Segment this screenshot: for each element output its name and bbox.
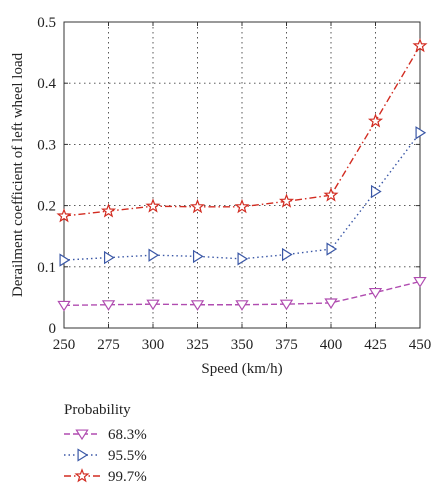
- data-point-series-1: [413, 276, 427, 288]
- data-point-series-3: [145, 198, 161, 213]
- legend-label: 95.5%: [108, 448, 147, 464]
- legend-label: 99.7%: [108, 469, 147, 485]
- y-tick-label: 0.2: [37, 199, 56, 215]
- data-point-series-2: [103, 250, 115, 265]
- data-point-series-1: [101, 300, 116, 311]
- data-point-series-2: [59, 253, 71, 267]
- data-point-series-2: [237, 252, 249, 266]
- data-point-series-1: [146, 299, 160, 311]
- data-point-series-3: [189, 198, 206, 214]
- data-point-series-1: [279, 299, 294, 311]
- y-tick-label: 0.5: [37, 15, 56, 31]
- data-point-series-3: [100, 203, 117, 218]
- data-point-series-1: [190, 300, 205, 311]
- series-line-1: [63, 280, 421, 307]
- data-point-series-3: [56, 208, 72, 223]
- data-point-series-3: [323, 187, 339, 202]
- data-point-series-3: [278, 193, 295, 208]
- legend-marker-3: [74, 468, 90, 483]
- legend-marker-2: [77, 448, 89, 462]
- x-tick-label: 425: [364, 337, 387, 353]
- series-line-3: [63, 45, 421, 217]
- x-tick-label: 450: [409, 337, 432, 353]
- x-tick-label: 275: [97, 337, 120, 353]
- legend-label: 68.3%: [108, 427, 147, 443]
- data-point-series-2: [326, 242, 338, 256]
- data-point-series-2: [370, 184, 382, 199]
- data-point-series-3: [412, 37, 428, 53]
- data-point-series-2: [415, 126, 427, 140]
- x-tick-label: 350: [231, 337, 254, 353]
- data-point-series-2: [192, 249, 204, 264]
- data-point-series-1: [324, 298, 338, 310]
- y-tick-label: 0.1: [37, 260, 56, 276]
- legend-marker-1: [75, 429, 89, 441]
- data-point-series-1: [235, 300, 249, 311]
- data-point-series-3: [234, 198, 250, 214]
- x-tick-label: 375: [275, 337, 298, 353]
- data-point-series-2: [281, 247, 293, 262]
- y-tick-label: 0.4: [37, 76, 56, 92]
- y-axis-title: Derailment coefficient of left wheel loa…: [10, 52, 26, 297]
- x-tick-label: 300: [142, 337, 165, 353]
- data-point-series-1: [368, 287, 383, 299]
- data-point-series-3: [367, 113, 384, 128]
- y-tick-label: 0: [49, 321, 57, 337]
- x-tick-label: 325: [186, 337, 209, 353]
- data-point-series-2: [148, 248, 160, 262]
- series-line-2: [63, 132, 421, 261]
- y-tick-label: 0.3: [37, 137, 56, 153]
- legend-title: Probability: [64, 402, 131, 418]
- x-axis-title: Speed (km/h): [201, 361, 282, 377]
- x-tick-label: 250: [53, 337, 76, 353]
- data-point-series-1: [57, 300, 71, 312]
- x-tick-label: 400: [320, 337, 343, 353]
